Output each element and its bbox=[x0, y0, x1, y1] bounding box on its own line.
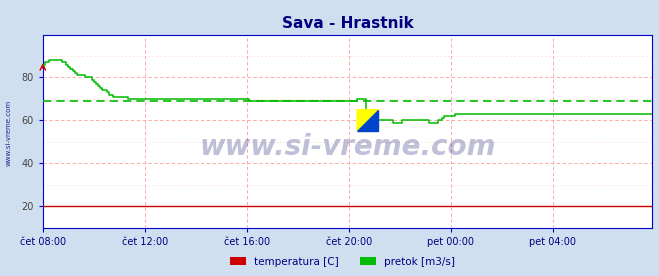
Polygon shape bbox=[357, 110, 378, 131]
Legend: temperatura [C], pretok [m3/s]: temperatura [C], pretok [m3/s] bbox=[226, 253, 459, 271]
Text: www.si-vreme.com: www.si-vreme.com bbox=[5, 99, 12, 166]
Polygon shape bbox=[357, 110, 378, 131]
Title: Sava - Hrastnik: Sava - Hrastnik bbox=[282, 15, 413, 31]
Text: www.si-vreme.com: www.si-vreme.com bbox=[200, 132, 496, 161]
